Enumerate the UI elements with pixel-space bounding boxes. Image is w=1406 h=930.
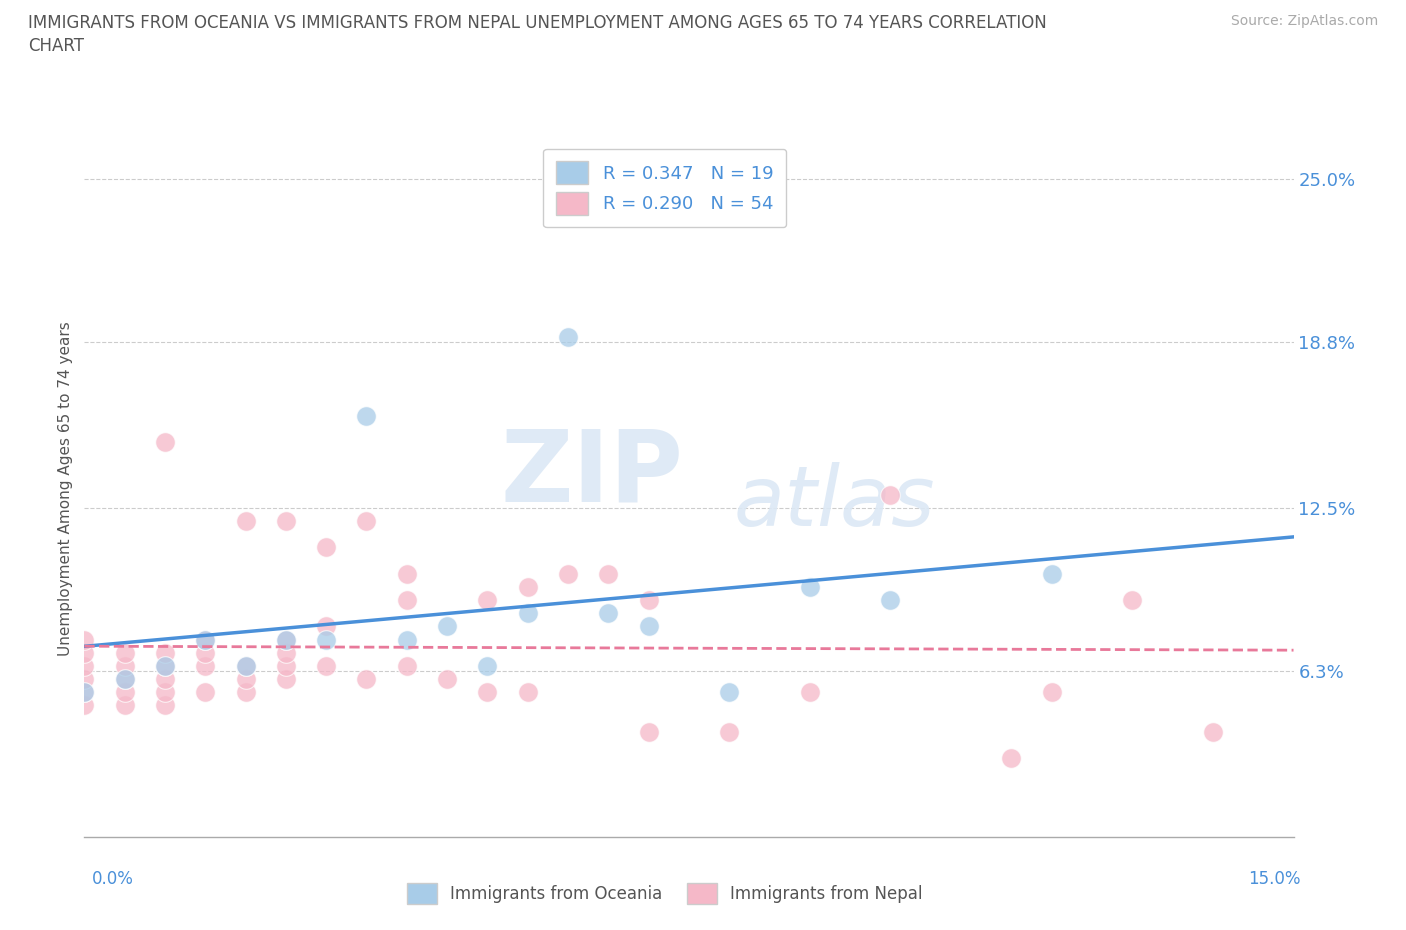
Point — [718, 724, 741, 739]
Text: IMMIGRANTS FROM OCEANIA VS IMMIGRANTS FROM NEPAL UNEMPLOYMENT AMONG AGES 65 TO 7: IMMIGRANTS FROM OCEANIA VS IMMIGRANTS FR… — [28, 14, 1047, 32]
Point — [73, 632, 96, 647]
Point — [235, 671, 257, 686]
Point — [315, 658, 337, 673]
Point — [153, 684, 176, 699]
Point — [1202, 724, 1225, 739]
Point — [395, 566, 418, 581]
Point — [315, 632, 337, 647]
Point — [436, 619, 458, 634]
Point — [73, 645, 96, 660]
Point — [516, 684, 538, 699]
Point — [637, 592, 659, 607]
Point — [1040, 566, 1063, 581]
Point — [114, 684, 136, 699]
Text: ZIP: ZIP — [501, 426, 683, 523]
Point — [356, 671, 378, 686]
Point — [637, 619, 659, 634]
Point — [395, 592, 418, 607]
Point — [194, 632, 217, 647]
Point — [73, 671, 96, 686]
Point — [114, 645, 136, 660]
Point — [114, 698, 136, 712]
Text: CHART: CHART — [28, 37, 84, 55]
Point — [356, 513, 378, 528]
Point — [1040, 684, 1063, 699]
Point — [1000, 751, 1022, 765]
Point — [315, 619, 337, 634]
Point — [73, 684, 96, 699]
Point — [153, 658, 176, 673]
Y-axis label: Unemployment Among Ages 65 to 74 years: Unemployment Among Ages 65 to 74 years — [58, 321, 73, 656]
Point — [73, 684, 96, 699]
Point — [235, 513, 257, 528]
Point — [73, 698, 96, 712]
Point — [799, 579, 821, 594]
Point — [73, 658, 96, 673]
Text: Source: ZipAtlas.com: Source: ZipAtlas.com — [1230, 14, 1378, 28]
Point — [1121, 592, 1143, 607]
Point — [274, 632, 297, 647]
Point — [194, 645, 217, 660]
Point — [153, 698, 176, 712]
Text: atlas: atlas — [733, 461, 935, 543]
Point — [235, 684, 257, 699]
Point — [274, 671, 297, 686]
Point — [274, 513, 297, 528]
Point — [114, 671, 136, 686]
Point — [799, 684, 821, 699]
Point — [274, 645, 297, 660]
Point — [153, 658, 176, 673]
Point — [315, 540, 337, 555]
Point — [194, 684, 217, 699]
Point — [153, 434, 176, 449]
Point — [274, 658, 297, 673]
Point — [235, 658, 257, 673]
Point — [516, 605, 538, 620]
Point — [194, 632, 217, 647]
Point — [194, 658, 217, 673]
Point — [879, 487, 901, 502]
Point — [718, 684, 741, 699]
Text: 0.0%: 0.0% — [91, 870, 134, 887]
Point — [153, 671, 176, 686]
Legend: Immigrants from Oceania, Immigrants from Nepal: Immigrants from Oceania, Immigrants from… — [398, 874, 931, 912]
Point — [235, 658, 257, 673]
Point — [557, 566, 579, 581]
Point — [114, 658, 136, 673]
Point — [598, 566, 620, 581]
Point — [356, 408, 378, 423]
Point — [395, 658, 418, 673]
Point — [114, 671, 136, 686]
Point — [516, 579, 538, 594]
Point — [637, 724, 659, 739]
Point — [557, 329, 579, 344]
Point — [879, 592, 901, 607]
Point — [477, 684, 499, 699]
Point — [477, 658, 499, 673]
Point — [436, 671, 458, 686]
Text: 15.0%: 15.0% — [1249, 870, 1301, 887]
Point — [274, 632, 297, 647]
Point — [153, 645, 176, 660]
Point — [395, 632, 418, 647]
Point — [477, 592, 499, 607]
Point — [598, 605, 620, 620]
